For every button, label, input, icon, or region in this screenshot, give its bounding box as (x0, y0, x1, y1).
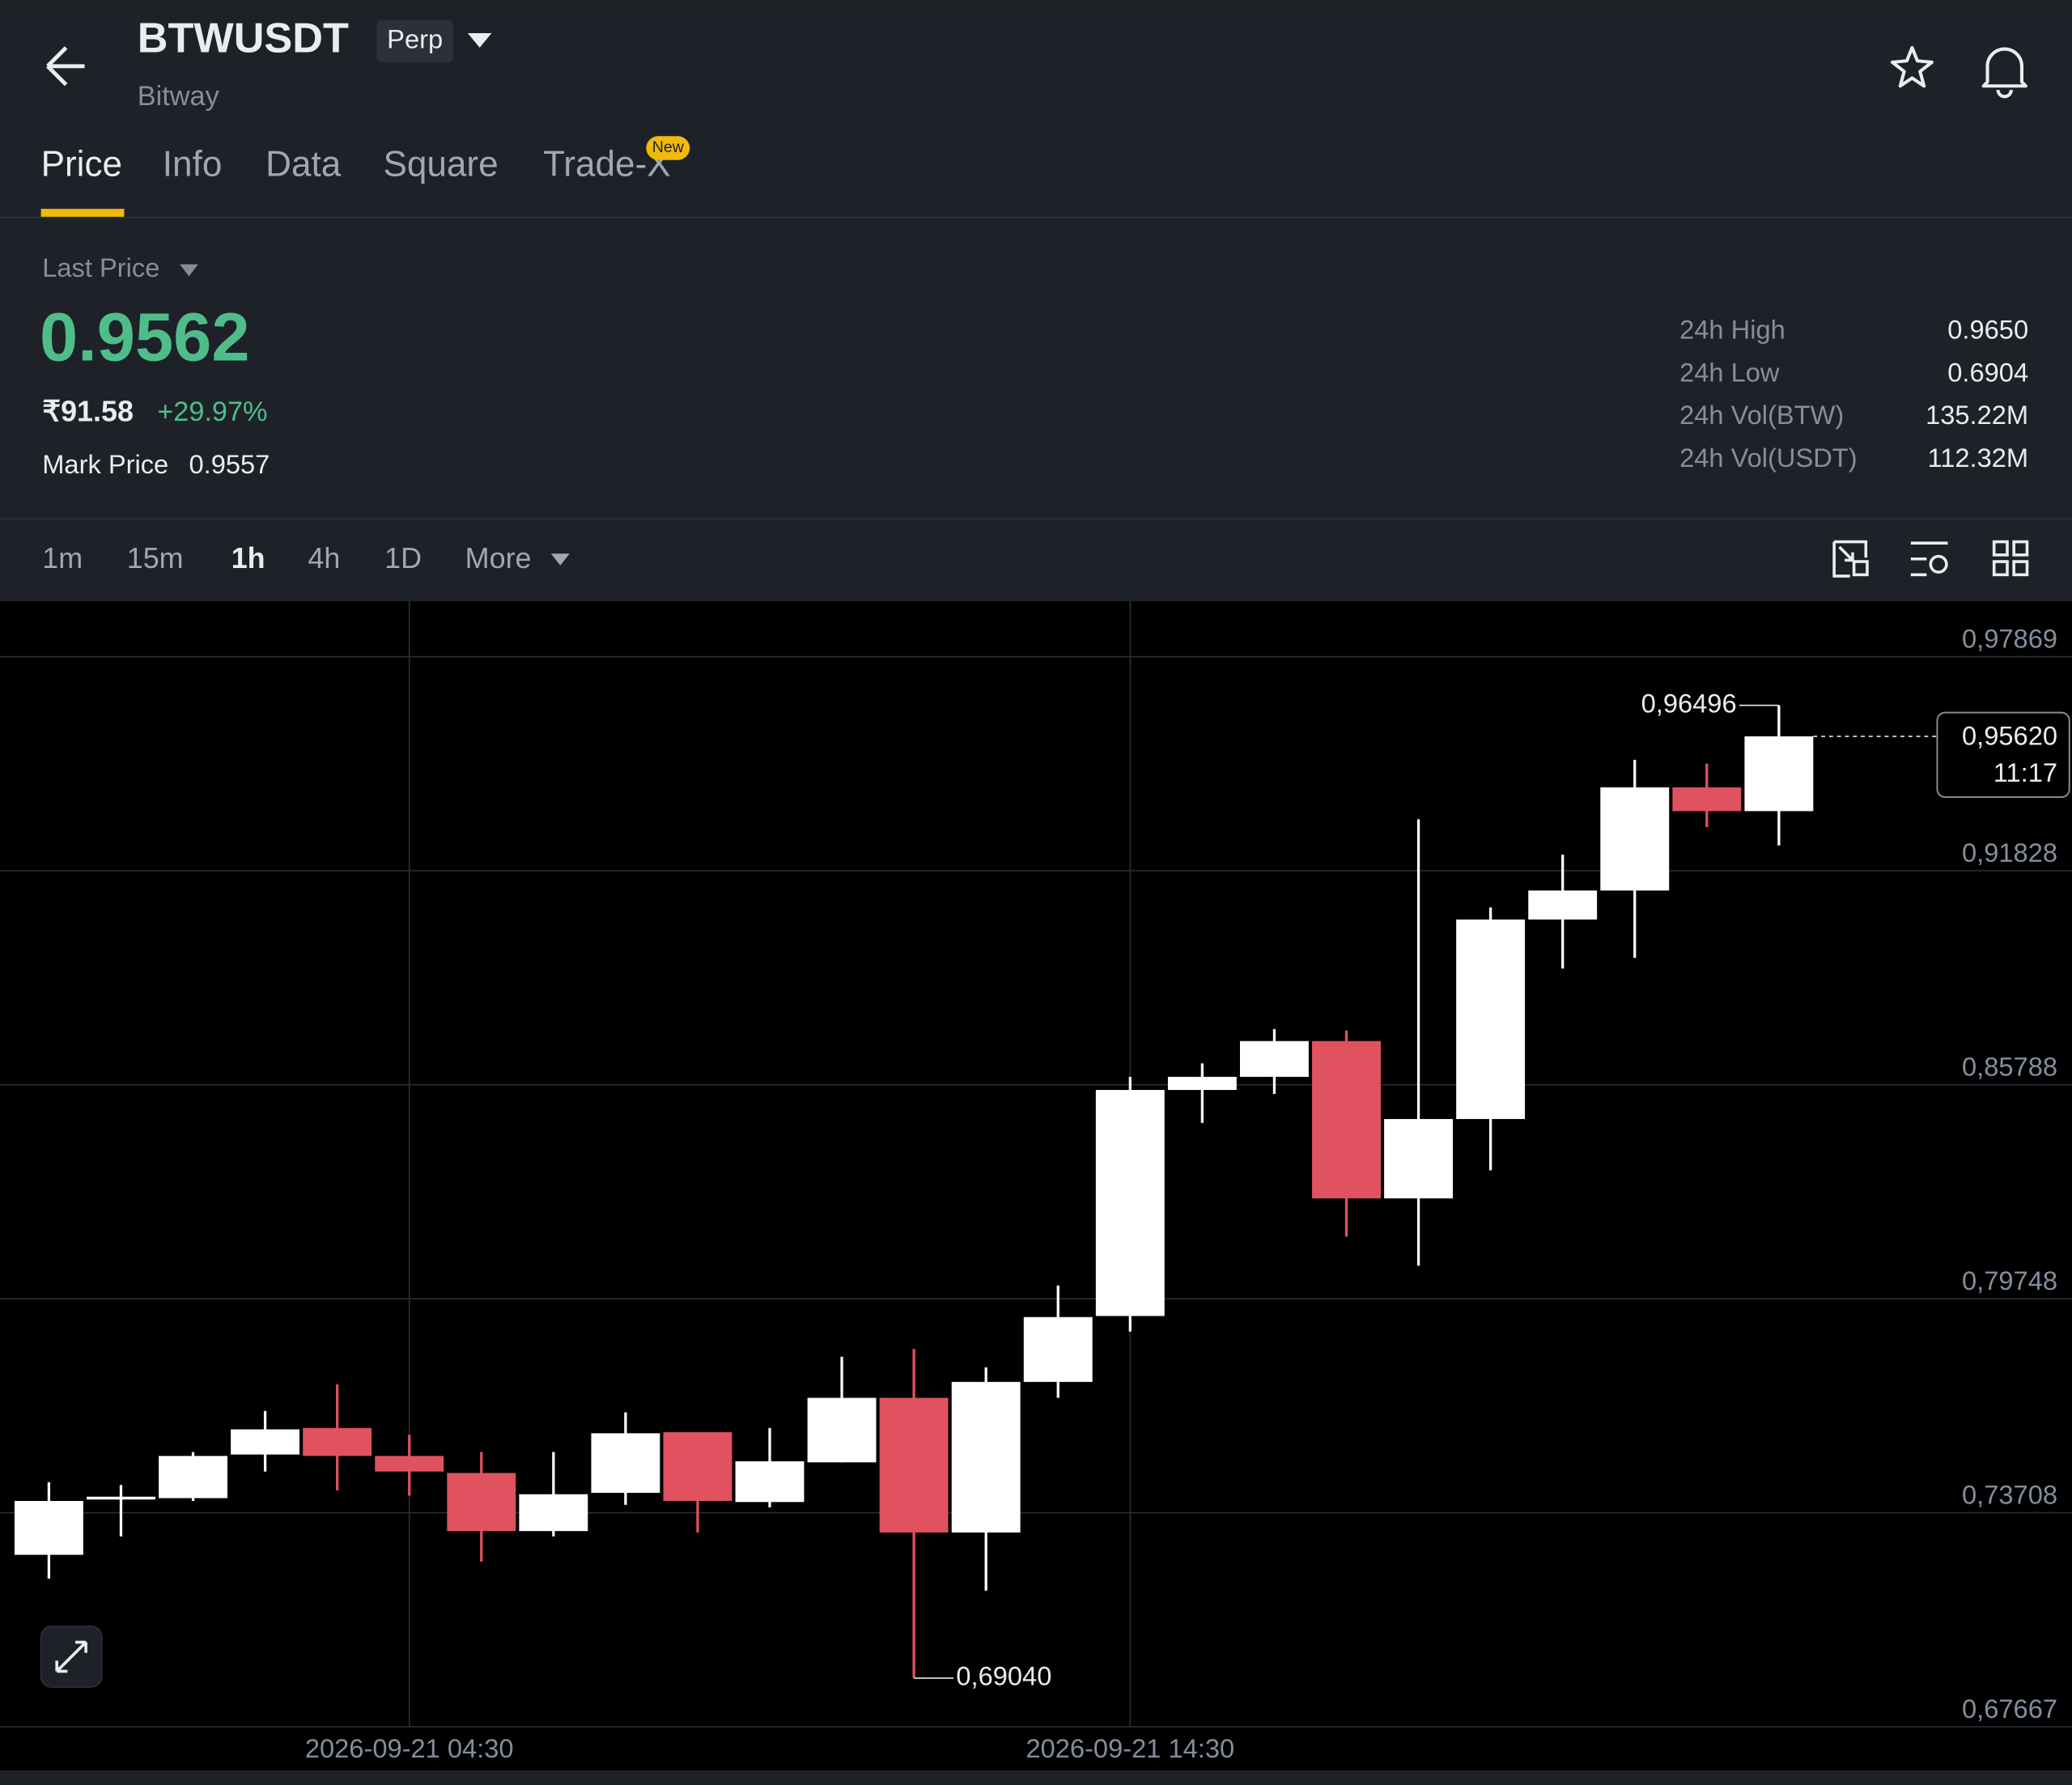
x-tick-label: 2026-09-21 14:30 (1025, 1733, 1234, 1763)
tab[interactable]: Square (383, 144, 498, 184)
y-tick-label: 0,85788 (1962, 1052, 2057, 1082)
candle-body (1384, 1118, 1454, 1199)
chart-mode-button[interactable] (1832, 540, 1868, 578)
stats: 24h High 0.9650 24h Low 0.6904 24h Vol(BTW) 1… (1679, 315, 2028, 473)
candle-body (1023, 1316, 1093, 1382)
candle-body (231, 1429, 300, 1455)
candle-body (1672, 787, 1742, 812)
y-tick-label: 0,79748 (1962, 1266, 2057, 1295)
candle-body (447, 1473, 516, 1532)
chart-mode-icon (1852, 560, 1869, 577)
stat-label: 24h Low (1679, 357, 1780, 387)
alert-button[interactable] (1981, 47, 2027, 99)
interval[interactable]: 1D (384, 541, 422, 575)
bottom-strip (0, 1770, 2072, 1785)
symbol-name: Bitway (138, 81, 220, 112)
candle-body (1167, 1076, 1237, 1091)
interval[interactable]: 1h (231, 541, 265, 575)
candlestick-chart: 0,67667 0,73708 0,79748 0,85788 0,91828 0,978… (0, 601, 2072, 1763)
fullscreen-icon (55, 1640, 87, 1673)
stat-value: 0.6904 (1947, 357, 2028, 387)
active-tab-indicator (40, 209, 125, 217)
stat-label: 24h High (1679, 315, 1785, 345)
interval[interactable]: 15m (127, 541, 184, 575)
candle-body (159, 1456, 227, 1499)
divider (0, 216, 2072, 218)
y-tick-label: 0,97869 (1962, 624, 2057, 654)
fiat-price: ₹91.58 (42, 395, 134, 428)
candle-body (951, 1381, 1021, 1533)
indicator-icon (1929, 554, 1948, 574)
candle-body (87, 1496, 155, 1500)
stat-value: 135.22M (1926, 400, 2028, 430)
tab[interactable]: Data (265, 144, 342, 184)
back-button[interactable] (46, 46, 85, 87)
candle-body (1456, 919, 1526, 1119)
y-tick-label: 0,91828 (1962, 837, 2057, 867)
symbol-dropdown[interactable] (467, 32, 492, 48)
tab[interactable]: Price (41, 144, 122, 184)
candle-body (1312, 1041, 1381, 1199)
toolbar-icons (1832, 540, 2029, 578)
divider (0, 518, 2072, 519)
new-badge (646, 136, 690, 160)
interval[interactable]: 1m (42, 541, 83, 575)
candle-body (663, 1432, 732, 1501)
annotation-label: 0,96496 (1641, 688, 1737, 718)
candle-body (807, 1397, 877, 1463)
stat-value: 0.9650 (1947, 315, 2028, 345)
contract-type: Perp (387, 23, 443, 53)
countdown: 11:17 (1993, 757, 2057, 787)
candle-body (375, 1456, 444, 1472)
candle-body (1600, 787, 1670, 891)
top-panel (0, 0, 2072, 601)
symbol[interactable]: BTWUSDT (138, 15, 349, 62)
indicator-button[interactable] (1910, 541, 1948, 577)
stat-value: 112.32M (1928, 443, 2029, 473)
contract-badge (376, 19, 453, 62)
intervals: 1m 15m 1h 4h 1D More (42, 541, 531, 575)
candle-body (591, 1433, 660, 1493)
mark-price: 0.9557 (189, 449, 270, 479)
price-type[interactable]: Last Price (42, 252, 159, 282)
last-price-box (1936, 711, 2070, 799)
new-badge-text: New (652, 138, 685, 156)
interval[interactable]: 4h (308, 541, 340, 575)
x-tick-label: 2026-09-21 04:30 (305, 1733, 514, 1763)
last-price: 0.9562 (40, 298, 250, 375)
price-change: +29.97% (157, 396, 267, 427)
candle-body (879, 1397, 949, 1533)
tabs: Price Info Data Square Trade-X (41, 144, 671, 184)
candle-body (1528, 890, 1598, 920)
layout-button[interactable] (1992, 540, 2029, 577)
more-dropdown[interactable] (550, 553, 570, 566)
y-tick-label: 0,67667 (1962, 1694, 2057, 1724)
candle-body (1744, 736, 1814, 812)
mark-price-label: Mark Price (42, 449, 168, 479)
candle-body (1095, 1090, 1165, 1316)
favorite-button[interactable] (1890, 45, 1934, 88)
interval[interactable]: More (465, 541, 532, 575)
candle-body (735, 1461, 805, 1503)
candle-body (303, 1427, 372, 1456)
last-price-label: 0,95620 (1962, 720, 2057, 750)
stat-label: 24h Vol(USDT) (1679, 443, 1858, 473)
tab[interactable]: Info (163, 144, 223, 184)
stat-label: 24h Vol(BTW) (1679, 400, 1844, 430)
annotation-label: 0,69040 (956, 1661, 1051, 1691)
candle-body (14, 1500, 83, 1555)
price-type-dropdown[interactable] (180, 264, 198, 277)
candle-body (519, 1494, 588, 1532)
candle-body (1240, 1041, 1309, 1077)
y-tick-label: 0,73708 (1962, 1480, 2057, 1510)
